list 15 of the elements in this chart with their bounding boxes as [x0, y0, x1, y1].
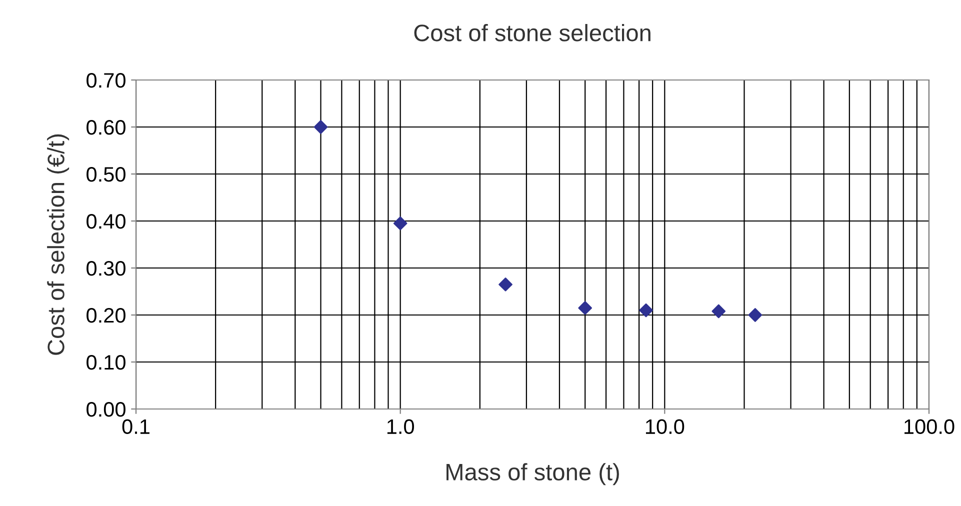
- x-tick-label: 1.0: [387, 419, 414, 434]
- x-tick-label: 0.1: [122, 419, 150, 434]
- x-axis-title: Mass of stone (t): [446, 463, 619, 486]
- y-tick-label: 0.20: [86, 308, 126, 323]
- x-tick-label: 10.0: [646, 419, 684, 434]
- y-tick-label: 0.30: [86, 261, 126, 276]
- y-tick-label: 0.00: [86, 402, 126, 417]
- y-tick-label: 0.50: [86, 167, 126, 182]
- x-tick-label: 100.0: [904, 419, 954, 434]
- y-axis-title: Cost of selection (€/t): [47, 134, 70, 355]
- y-tick-label: 0.10: [86, 355, 126, 370]
- chart-title: Cost of stone selection: [414, 24, 650, 42]
- y-tick-label: 0.60: [86, 120, 126, 135]
- y-tick-label: 0.40: [86, 214, 126, 229]
- y-tick-label: 0.70: [86, 73, 126, 88]
